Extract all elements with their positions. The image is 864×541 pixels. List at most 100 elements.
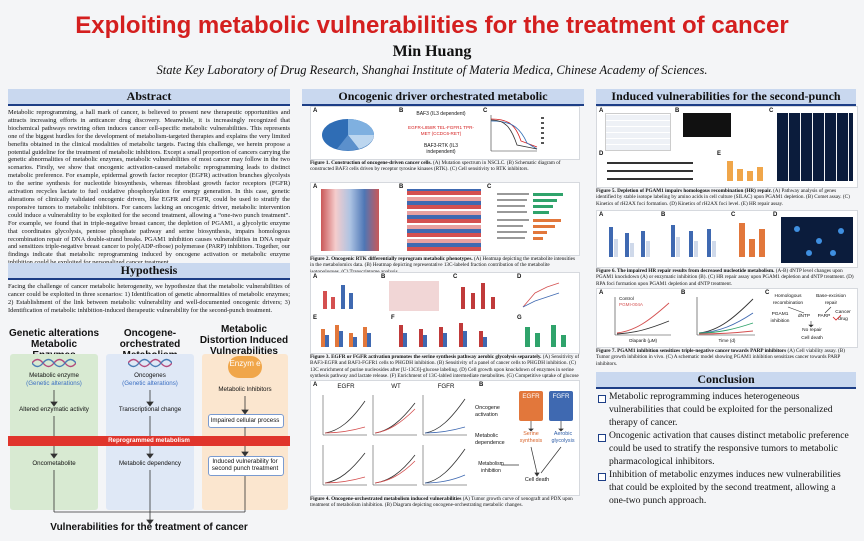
fig7-label-c: C — [765, 290, 770, 296]
fig7-days: Time (d) — [718, 338, 736, 343]
fig4-growth-curves — [322, 395, 467, 486]
fig6-caption: Figure 6. The impaired HR repair results… — [596, 268, 856, 287]
fig5-western-blot — [607, 159, 693, 183]
fig3-label-f: F — [391, 315, 395, 321]
fig4-label-b: B — [479, 382, 484, 388]
fig1-rtk: EGFR-L858R TEL-FGFR1 TPR-MET (CCDC6-RET) — [408, 125, 474, 136]
fig5-label-b: B — [675, 108, 680, 114]
fig4-celldeath-label: Cell death — [524, 477, 550, 483]
fig6-label-c: C — [731, 212, 736, 218]
fig3-panels — [321, 281, 566, 347]
figure-1: A B BAF3 (IL3 dependent) EGFR-L858R TEL-… — [310, 106, 580, 160]
fig4-egfr-box — [519, 391, 543, 421]
fig4-arrows — [501, 421, 564, 477]
fig5-table — [605, 113, 671, 151]
diagram-col3-bot: Induced vulnerability for second punch t… — [211, 458, 279, 472]
fig7-drug-label: Cancer drug — [835, 310, 851, 322]
figure-5: A B C D E — [596, 106, 858, 188]
fig5-caption-title: Figure 5. Depletion of PGAM1 impairs hom… — [596, 188, 772, 194]
hypothesis-text: Facing the challenge of cancer metabolic… — [8, 283, 290, 314]
reprogrammed-banner — [8, 436, 290, 446]
fig7-tumor-growth-plot — [696, 297, 755, 336]
diagram-col3-title: Metabolic Distortion Induced Vulnerabili… — [199, 324, 289, 357]
fig5-foci-grid — [777, 113, 853, 181]
fig7-dntp-label: dNTP — [797, 314, 811, 319]
diagram-col3-mid-box — [208, 414, 284, 428]
conclusion-item-1: Metabolic reprogramming induces heteroge… — [609, 391, 833, 428]
reprogrammed-banner-text: Reprogrammed metabolism — [108, 437, 190, 444]
fig7-viability-plot — [614, 297, 671, 336]
fig2-heatmap-b — [407, 189, 481, 251]
diagram-col3-mid: Impaired cellular process — [210, 417, 280, 424]
fig4-label-a: A — [313, 382, 318, 388]
fig1-baf3-rtk: BAF3-RTK (IL3 independent) — [423, 143, 459, 155]
fig4-egfr-label: EGFR — [522, 393, 540, 400]
fig4-caption: Figure 4. Oncogene-orchestrated metaboli… — [310, 496, 580, 509]
fig7-caption: Figure 7. PGAM1 inhibition sensitizes tr… — [596, 348, 856, 367]
fig7-hr-label: Homologous recombination — [772, 294, 804, 306]
diagram-footer: Vulnerabilities for the treatment of can… — [50, 522, 248, 533]
fig2-label-c: C — [487, 184, 492, 190]
dna-icon — [128, 358, 172, 368]
fig3-label-a: A — [313, 274, 318, 280]
fig2-caption-title: Figure 2. Oncogenic RTK differentially r… — [310, 256, 473, 262]
diagram-col1-bot: Oncometabolite — [32, 460, 76, 467]
fig3-label-b: B — [381, 274, 386, 280]
figure-6: A B C D — [596, 210, 858, 268]
affiliation: State Key Laboratory of Drug Research, S… — [156, 63, 708, 77]
diagram-col3-top: Metabolic Inhibitors — [218, 386, 272, 393]
fig3-caption-title: Figure 3. EGFR or FGFR activation promot… — [310, 354, 542, 360]
hypothesis-diagram: Genetic alterations Metabolic Enzymes On… — [8, 324, 290, 534]
fig1-baf3: BAF3 (IL3 dependent) — [416, 111, 466, 117]
fig3-label-g: G — [517, 315, 522, 321]
fig6-panels — [609, 217, 853, 263]
conclusion-item-3: Inhibition of metabolic enzymes induces … — [609, 469, 841, 506]
conclusion-bullet-icon — [598, 395, 606, 403]
fig4-inhibition-label: Metabolism inhibition — [478, 461, 504, 474]
fig5-hr-bars — [727, 161, 763, 181]
fig3-label-c: C — [453, 274, 458, 280]
fig6-label-a: A — [599, 212, 604, 218]
fig5-comet-images — [683, 113, 731, 137]
fig7-caption-body: (A) Cell viability assay. (B) Tumor grow… — [596, 348, 845, 367]
fig7-ber-label: Base-excision repair — [816, 294, 846, 306]
fig4-oncogene-label: Oncogene activation — [475, 405, 500, 418]
diagram-col2-top: Oncogenes — [134, 372, 166, 379]
diagram-col1-top: Metabolic enzyme — [29, 372, 79, 379]
fig4-fgfr-title: FGFR — [437, 383, 455, 390]
diagram-col1-mid: Altered enzymatic activity — [19, 406, 89, 413]
diagram-col2-bot: Metabolic dependency — [119, 460, 181, 467]
fig4-caption-title: Figure 4. Oncogene-orchestrated metaboli… — [310, 496, 462, 502]
fig1-label-b: B — [399, 108, 404, 114]
fig5-label-c: C — [769, 108, 774, 114]
fig1-label-a: A — [313, 108, 318, 114]
fig4-fgfr-box — [549, 391, 573, 421]
figure-3: A B C D E F G — [310, 272, 580, 354]
fig2-bar-chart — [497, 193, 563, 240]
fig7-label-a: A — [599, 290, 604, 296]
fig6-caption-body: (A-B) dNTP level changes upon PGAM1 knoc… — [596, 268, 854, 287]
poster-title: Exploiting metabolic vulnerabilities for… — [75, 12, 789, 39]
conclusion-item-2: Oncogenic activation that causes distinc… — [609, 430, 849, 467]
fig7-parp-label: PARP — [817, 314, 831, 319]
fig1-caption-title: Figure 1. Construction of oncogene-drive… — [310, 160, 432, 166]
fig2-label-a: A — [313, 184, 318, 190]
fig4-egfr-title: EGFR — [337, 383, 355, 390]
fig4-dependence-label: Metabolic dependence — [475, 433, 505, 446]
abstract-header: Abstract — [8, 89, 290, 106]
fig1-dose-curves — [490, 115, 544, 152]
figure-7: A Control PGMI-004A Olaparib (μM) B Time… — [596, 288, 858, 348]
diagram-col3-bot-box — [208, 456, 284, 476]
fig3-label-d: D — [517, 274, 522, 280]
fig4-wt-title: WT — [391, 383, 401, 390]
diagram-arrows — [50, 390, 249, 525]
conclusion-header: Conclusion — [596, 372, 856, 389]
fig7-legend-control: Control — [619, 296, 634, 301]
enzyme-icon — [228, 356, 262, 378]
fig6-caption-title: Figure 6. The impaired HR repair results… — [596, 268, 775, 274]
fig7-legend-pgmi: PGMI-004A — [619, 302, 643, 307]
fig7-norepair-label: No repair — [802, 328, 822, 333]
fig5-label-e: E — [717, 151, 722, 157]
figure-4: A EGFR WT FGFR B Oncogene activation Met… — [310, 380, 580, 496]
